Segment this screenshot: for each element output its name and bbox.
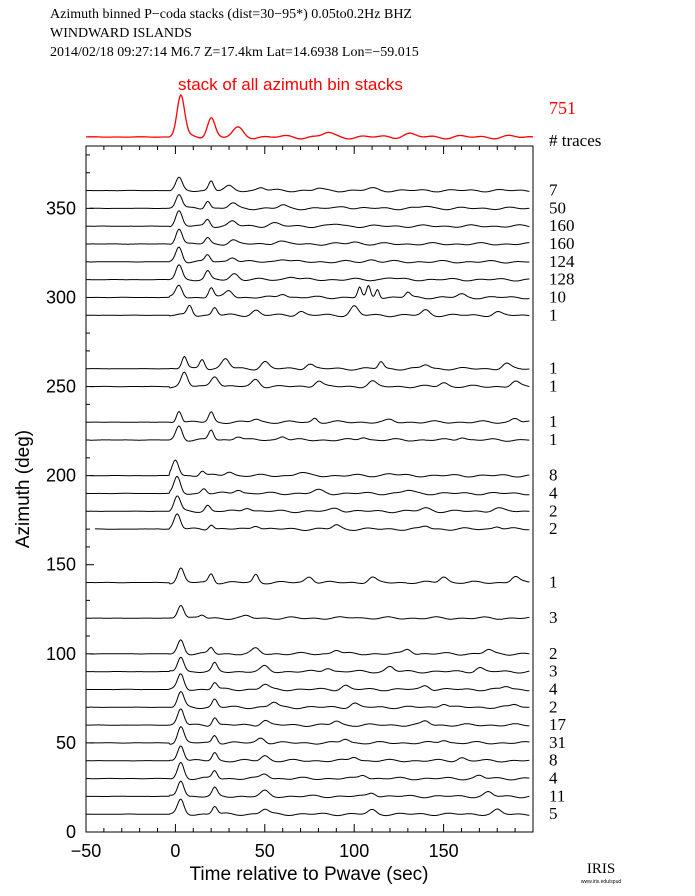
trace-line: [89, 567, 530, 585]
y-tick-label: 300: [46, 288, 76, 308]
y-tick-label: 200: [46, 466, 76, 486]
trace-count-label: 4: [549, 484, 558, 503]
trace-count-label: 8: [549, 751, 558, 770]
x-axis-label: Time relative to Pwave (sec): [190, 864, 429, 885]
x-tick-label: 100: [339, 841, 369, 861]
y-axis-label: Azimuth (deg): [13, 430, 34, 548]
trace-line: [89, 210, 530, 229]
trace-count-label: 1: [549, 430, 558, 449]
trace-count-label: 5: [549, 804, 558, 823]
trace-line: [89, 691, 530, 710]
trace-line: [89, 475, 530, 496]
trace-line: [89, 194, 530, 211]
x-tick-label: 150: [429, 841, 459, 861]
trace-line: [89, 725, 530, 745]
trace-line: [89, 176, 530, 193]
y-tick-label: 350: [46, 198, 76, 218]
x-tick-label: 0: [170, 841, 180, 861]
header-line-2: WINDWARD ISLANDS: [50, 26, 192, 41]
trace-count-label: 1: [549, 305, 558, 324]
x-tick-label: 50: [255, 841, 275, 861]
trace-count-label: 124: [549, 252, 575, 271]
trace-count-label: 8: [549, 466, 558, 485]
trace-line: [89, 798, 530, 817]
trace-count-label: 10: [549, 288, 566, 307]
trace-count-label: 11: [549, 786, 565, 805]
trace-count-label: 1: [549, 573, 558, 592]
trace-line: [89, 246, 530, 264]
trace-count-label: 160: [549, 216, 575, 235]
trace-line: [89, 708, 530, 728]
trace-count-label: 50: [549, 198, 566, 217]
header-line-1: Azimuth binned P−coda stacks (dist=30−95…: [50, 7, 412, 22]
trace-count-label: 1: [549, 359, 558, 378]
trace-line: [89, 425, 530, 442]
trace-line: [89, 304, 530, 318]
trace-count-label: 2: [549, 697, 558, 716]
trace-count-label: 31: [549, 733, 566, 752]
trace-count-label: 3: [549, 608, 558, 627]
trace-line: [89, 604, 530, 621]
stack-trace-group: [86, 93, 534, 140]
trace-line: [89, 656, 530, 674]
trace-count-label: 1: [549, 412, 558, 431]
y-tick-label: 50: [56, 733, 76, 753]
trace-count-label: 7: [549, 181, 558, 200]
stack-trace-line: [86, 93, 534, 140]
trace-count-label: 2: [549, 644, 558, 663]
iris-logo-text: IRIS: [587, 861, 615, 877]
trace-count-label: 128: [549, 270, 575, 289]
trace-count-label: 1: [549, 377, 558, 396]
y-tick-label: 100: [46, 644, 76, 664]
trace-line: [89, 745, 530, 763]
trace-line: [89, 459, 530, 478]
trace-count-label: 4: [549, 680, 558, 699]
y-tick-label: 250: [46, 377, 76, 397]
trace-line: [89, 371, 530, 389]
trace-line: [89, 228, 530, 246]
y-tick-label: 150: [46, 555, 76, 575]
trace-line: [89, 761, 530, 781]
trace-line: [89, 355, 530, 371]
trace-line: [89, 264, 530, 282]
trace-line: [94, 513, 530, 531]
trace-count-label: 2: [549, 501, 558, 520]
count-header: # traces: [549, 131, 601, 150]
trace-group: [89, 176, 530, 817]
trace-line: [89, 780, 530, 799]
trace-count-label: 2: [549, 519, 558, 538]
trace-count-label: 3: [549, 662, 558, 681]
stack-title: stack of all azimuth bin stacks: [178, 75, 403, 94]
trace-line: [89, 495, 530, 514]
count-labels: 7501601601241281011111842213234217318411…: [549, 181, 575, 824]
iris-logo: IRIS www.iris.edu/spud: [581, 861, 622, 885]
trace-line: [89, 410, 530, 424]
y-axis-ticks: 0 50 100 150 200 250 300 350: [46, 154, 94, 842]
trace-count-label: 4: [549, 769, 558, 788]
x-tick-label: −50: [71, 841, 102, 861]
trace-count-label: 160: [549, 234, 575, 253]
trace-line: [89, 639, 530, 656]
trace-line: [89, 284, 530, 300]
y-tick-label: 0: [66, 822, 76, 842]
stack-trace-count: 751: [549, 98, 576, 118]
trace-line: [89, 673, 530, 692]
plot-frame: [85, 145, 534, 833]
trace-count-label: 17: [549, 715, 567, 734]
header-line-3: 2014/02/18 09:27:14 M6.7 Z=17.4km Lat=14…: [50, 45, 419, 60]
iris-logo-subtext: www.iris.edu/spud: [581, 879, 622, 885]
x-axis-ticks: −50 0 50 100 150: [71, 146, 534, 861]
